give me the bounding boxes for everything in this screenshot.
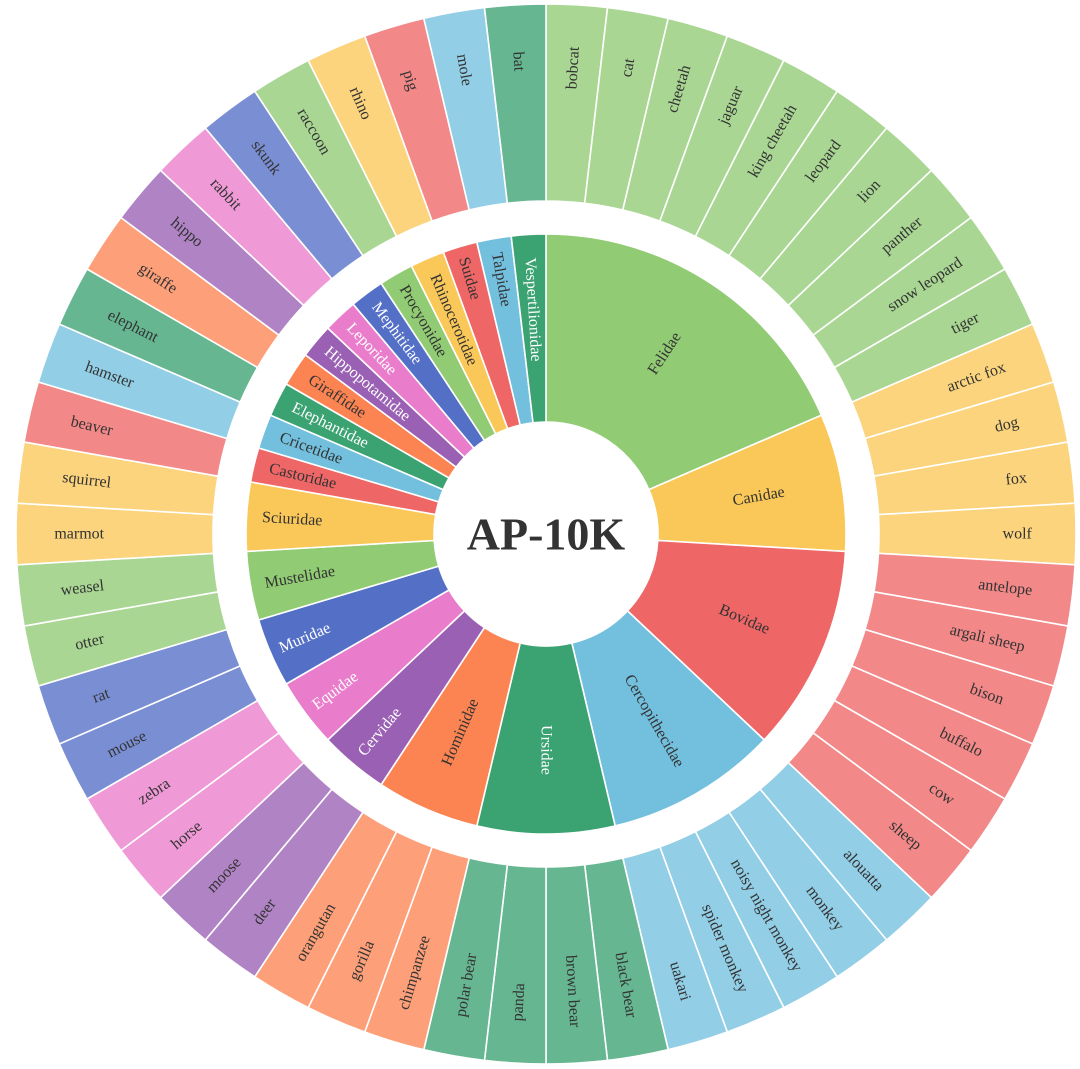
- family-segment-vespertilionidae: [510, 233, 547, 424]
- family-segment-bovidae: [626, 539, 847, 742]
- family-segment-cercopithecidae: [570, 609, 766, 827]
- family-label-sciuridae: Sciuridae: [262, 509, 323, 529]
- family-label-ursidae: Ursidae: [538, 725, 555, 775]
- species-label-brown-bear: brown bear: [562, 955, 583, 1029]
- chart-title: AP-10K: [467, 509, 626, 560]
- species-label-bobcat: bobcat: [563, 46, 582, 90]
- species-label-otter: otter: [73, 630, 106, 653]
- family-segment-felidae: [545, 233, 823, 491]
- species-label-marmot: marmot: [54, 526, 104, 543]
- species-label-wolf: wolf: [1003, 526, 1033, 543]
- species-label-dog: dog: [993, 414, 1020, 436]
- species-label-squirrel: squirrel: [61, 469, 112, 492]
- family-ring: FelidaeCanidaeBovidaeCercopithecidaeUrsi…: [245, 233, 847, 835]
- species-label-weasel: weasel: [60, 577, 106, 599]
- species-label-panda: panda: [509, 983, 528, 1022]
- species-label-mole: mole: [453, 53, 475, 87]
- species-label-bat: bat: [509, 51, 527, 72]
- species-label-antelope: antelope: [977, 576, 1033, 599]
- species-label-pig: pig: [399, 68, 421, 92]
- species-label-cat: cat: [618, 57, 638, 79]
- family-label-vespertilionidae: Vespertilionidae: [521, 257, 544, 362]
- species-label-rat: rat: [90, 685, 112, 707]
- species-label-fox: fox: [1005, 469, 1028, 488]
- species-segment-bat: [483, 3, 547, 205]
